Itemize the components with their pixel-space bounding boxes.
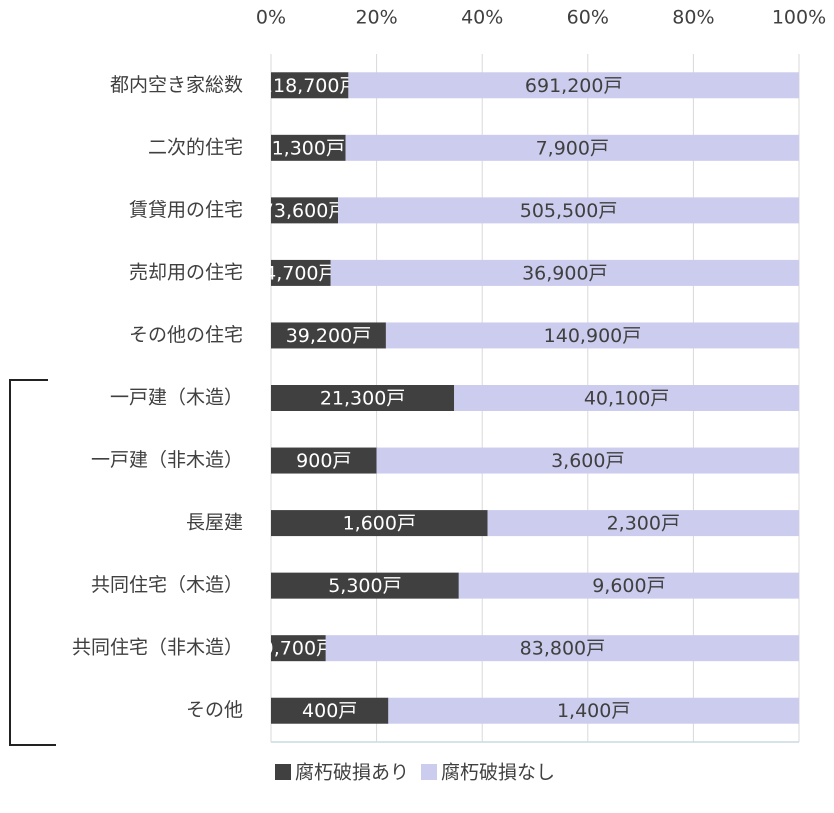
data-label: 39,200戸 xyxy=(286,325,371,347)
x-tick-label: 100% xyxy=(772,7,826,29)
bar-segment xyxy=(388,697,799,724)
bar-segment xyxy=(271,322,386,349)
bar-segment xyxy=(338,197,799,224)
data-label: 36,900戸 xyxy=(522,262,607,284)
y-tick-label: 賃貸用の住宅 xyxy=(129,199,243,221)
bar-segment xyxy=(271,697,389,724)
bar-segment xyxy=(348,72,799,99)
legend-swatch xyxy=(421,764,438,780)
data-label: 900戸 xyxy=(296,450,351,472)
bar-segment xyxy=(458,572,799,599)
data-label: 5,300戸 xyxy=(328,575,401,597)
group-bracket xyxy=(9,379,56,746)
y-tick-label: 売却用の住宅 xyxy=(129,261,243,283)
bar-segment xyxy=(271,197,339,224)
bar-segment xyxy=(271,510,488,537)
data-label: 1,400戸 xyxy=(557,700,630,722)
bar-segment xyxy=(487,510,799,537)
data-label: 83,800戸 xyxy=(520,638,605,660)
data-label: 40,100戸 xyxy=(584,388,669,410)
bar-segment xyxy=(271,385,455,411)
bar-segment xyxy=(271,572,459,599)
data-label: 21,300戸 xyxy=(320,388,405,410)
legend-label: 腐朽破損あり xyxy=(295,762,409,784)
legend-label: 腐朽破損なし xyxy=(441,762,555,784)
x-tick-label: 40% xyxy=(461,7,503,29)
bar-segment xyxy=(271,635,326,662)
data-label: 1,600戸 xyxy=(343,513,416,535)
bar-segment xyxy=(271,447,377,474)
y-tick-label: 一戸建（非木造） xyxy=(91,449,243,471)
data-label: 3,600戸 xyxy=(551,450,624,472)
data-label: 505,500戸 xyxy=(520,200,618,222)
data-label: 118,700戸 xyxy=(261,75,359,97)
y-tick-label: 二次的住宅 xyxy=(148,136,243,158)
data-label: 400戸 xyxy=(302,700,357,722)
bar-segment xyxy=(271,259,331,286)
data-label: 4,700戸 xyxy=(264,262,337,284)
bar-segment xyxy=(325,635,799,662)
bar-segment xyxy=(454,385,799,411)
bar-segment xyxy=(385,322,799,349)
bar-segment xyxy=(271,72,349,99)
x-tick-label: 60% xyxy=(567,7,609,29)
data-label: 73,600戸 xyxy=(262,200,347,222)
data-label: 7,900戸 xyxy=(536,137,609,159)
data-label: 9,700戸 xyxy=(262,638,335,660)
bar-segment xyxy=(330,259,799,286)
data-label: 691,200戸 xyxy=(525,75,623,97)
data-label: 9,600戸 xyxy=(592,575,665,597)
y-tick-label: 共同住宅（木造） xyxy=(91,574,243,596)
bar-segment xyxy=(376,447,799,474)
x-tick-label: 20% xyxy=(355,7,397,29)
y-tick-label: 長屋建 xyxy=(186,512,243,534)
y-tick-label: 都内空き家総数 xyxy=(110,74,243,96)
bar-segment xyxy=(345,134,799,161)
y-tick-label: その他の住宅 xyxy=(129,324,243,346)
y-tick-label: 共同住宅（非木造） xyxy=(72,637,243,659)
legend-swatch xyxy=(275,764,291,780)
data-label: 2,300戸 xyxy=(607,513,680,535)
bar-segment xyxy=(271,134,346,161)
data-label: 140,900戸 xyxy=(544,325,642,347)
x-tick-label: 80% xyxy=(672,7,714,29)
y-tick-label: 一戸建（木造） xyxy=(110,387,243,409)
data-label: 1,300戸 xyxy=(272,137,345,159)
x-tick-label: 0% xyxy=(256,7,286,29)
y-tick-label: その他 xyxy=(186,699,243,721)
